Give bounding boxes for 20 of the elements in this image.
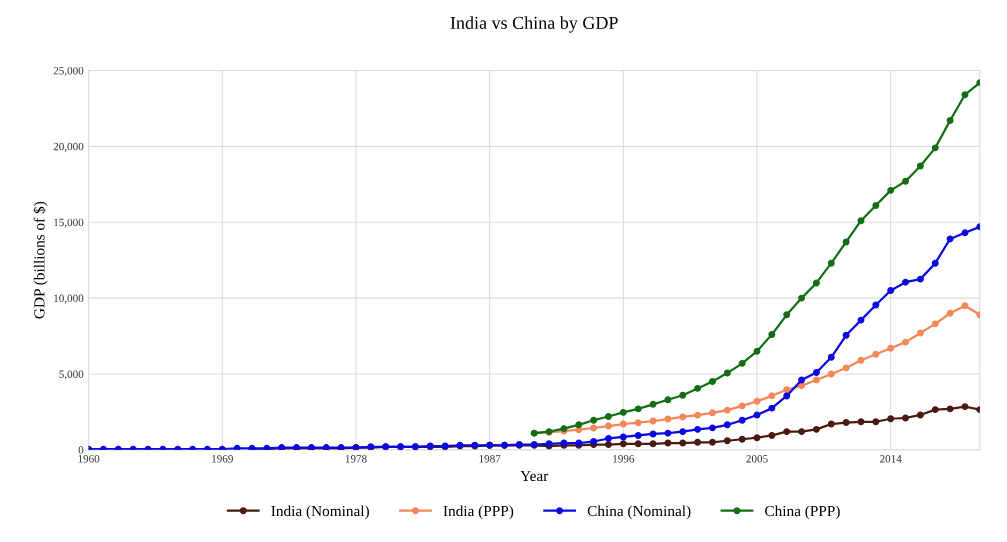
y-tick-label: 5,000 bbox=[59, 370, 84, 380]
legend-label: India (Nominal) bbox=[271, 505, 369, 520]
x-tick-label: 1969 bbox=[212, 455, 233, 463]
x-axis-title: Year bbox=[520, 470, 549, 482]
y-tick-label: 20,000 bbox=[53, 142, 84, 152]
legend-label: China (PPP) bbox=[765, 505, 840, 520]
x-tick-label: 1996 bbox=[613, 455, 635, 463]
x-tick-label: 2005 bbox=[746, 455, 768, 463]
x-tick-label: 1960 bbox=[78, 455, 100, 463]
legend-label: China (Nominal) bbox=[587, 505, 691, 520]
y-axis-title: GDP (billions of $) bbox=[33, 201, 48, 319]
y-tick-label: 0 bbox=[78, 446, 84, 454]
x-tick-label: 1978 bbox=[345, 455, 367, 463]
y-tick-label: 15,000 bbox=[54, 218, 84, 228]
y-tick-label: 10,000 bbox=[54, 294, 84, 304]
legend-label: India (PPP) bbox=[443, 505, 514, 520]
chart-title: India vs China by GDP bbox=[450, 16, 618, 33]
y-tick-label: 25,000 bbox=[53, 66, 84, 77]
x-tick-label: 2014 bbox=[880, 455, 902, 463]
x-tick-label: 1987 bbox=[479, 455, 501, 463]
